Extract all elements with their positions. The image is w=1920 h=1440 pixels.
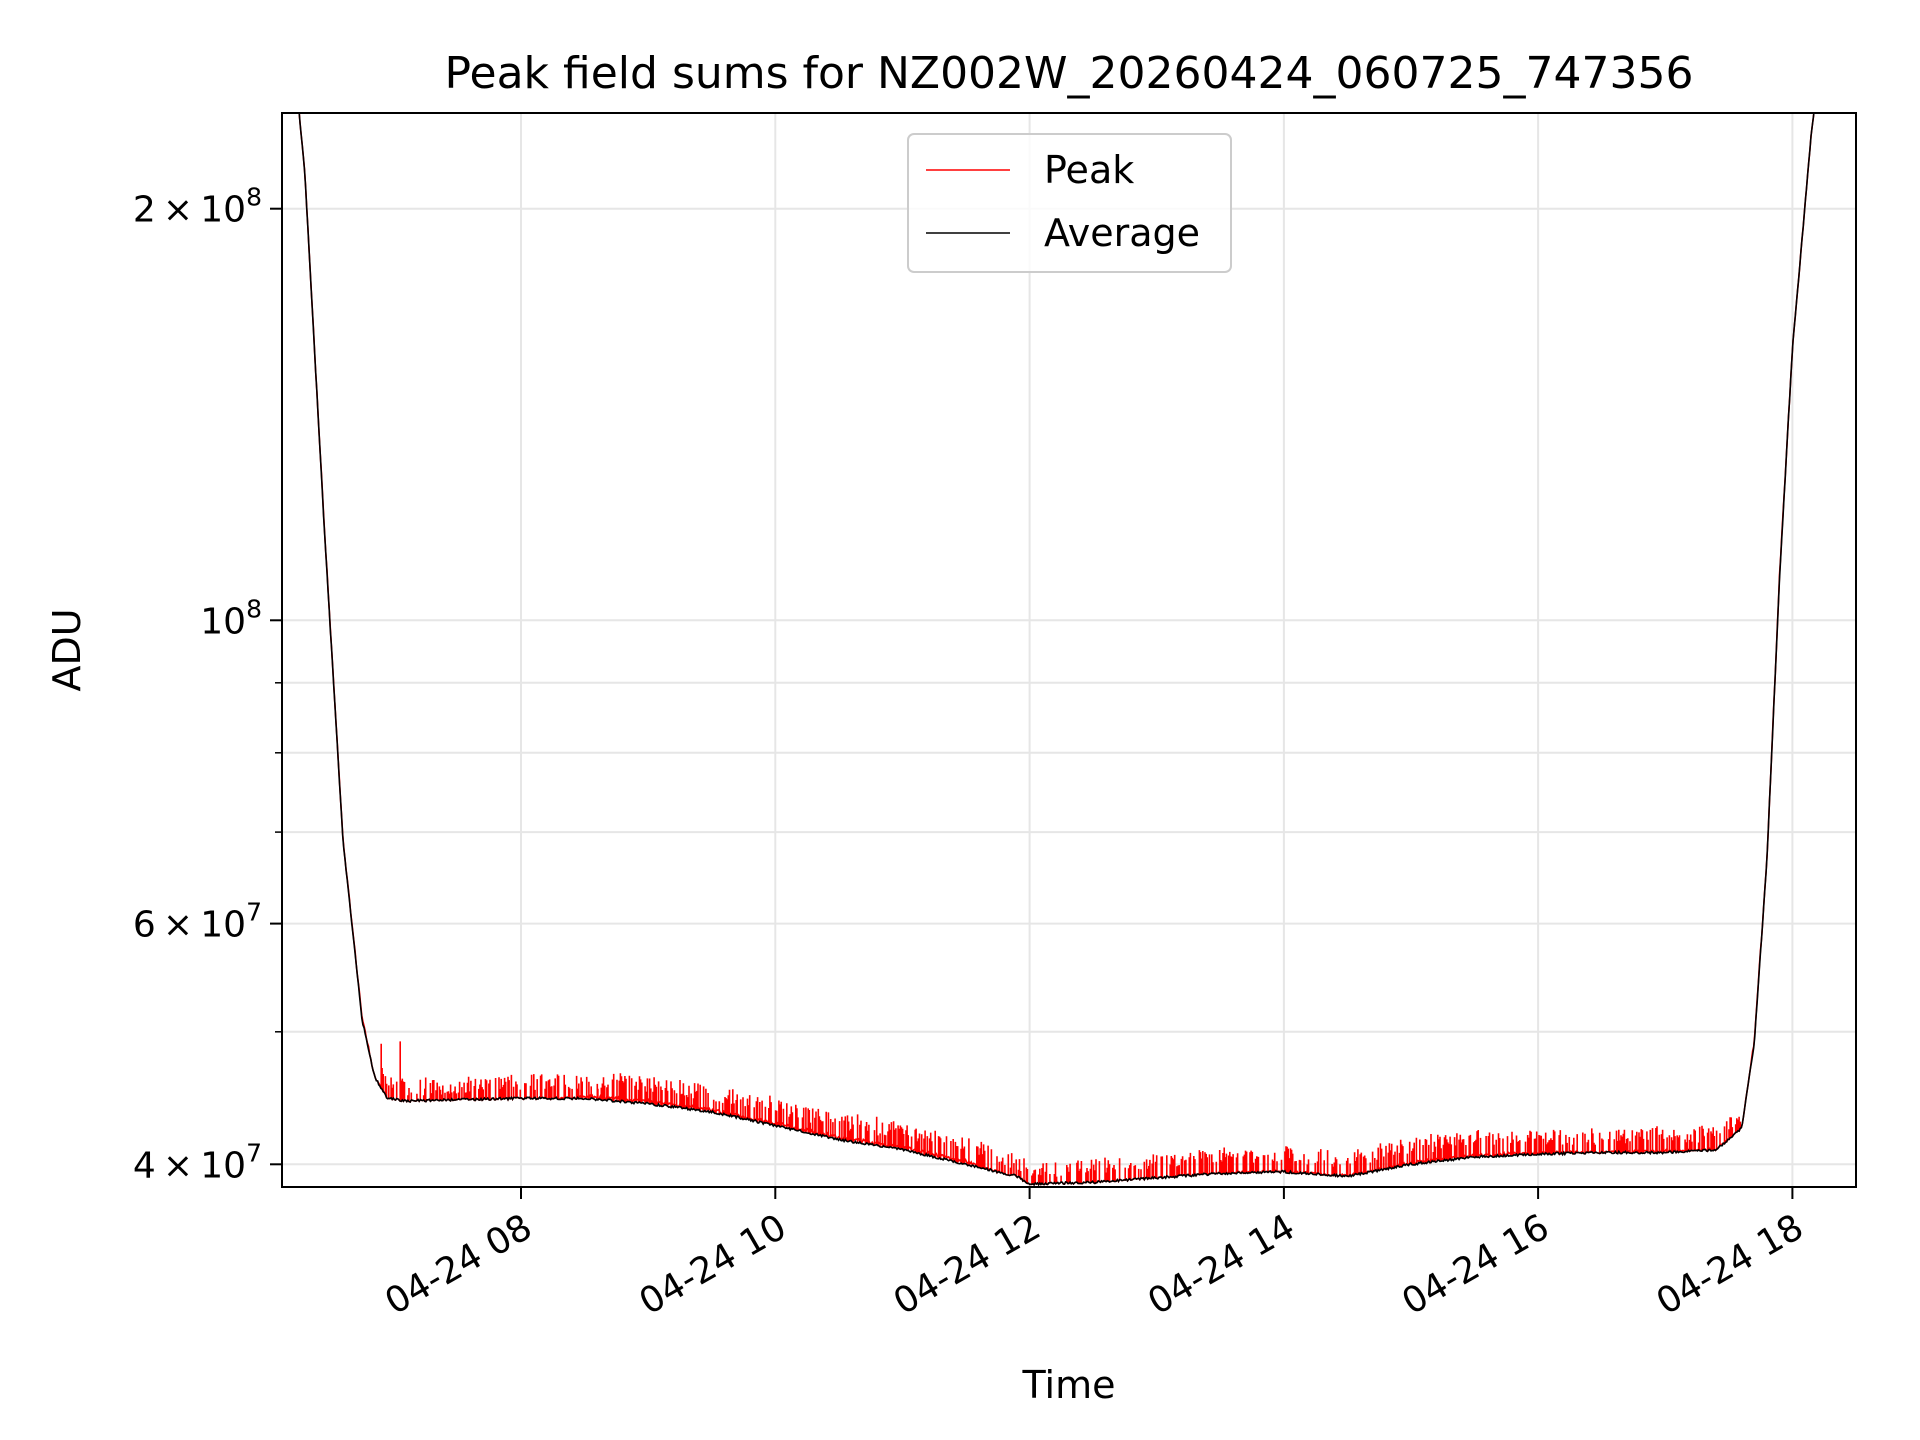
legend[interactable]: Peak Average <box>907 133 1232 273</box>
y-tick-exponent: 7 <box>246 898 262 927</box>
legend-label-average: Average <box>1044 211 1200 255</box>
chart-title: Peak field sums for NZ002W_20260424_0607… <box>445 48 1694 99</box>
plot-frame <box>281 112 1857 1188</box>
y-tick-exponent: 8 <box>246 594 262 623</box>
y-axis: 4 × 107 6 × 107 108 2 × 108 <box>133 183 282 1186</box>
y-tick-label: 4 × 107 <box>133 1138 262 1186</box>
legend-label-peak: Peak <box>1044 148 1134 192</box>
y-tick-label: 6 × 107 <box>133 898 262 946</box>
average-line <box>298 113 1815 1187</box>
y-tick-exponent: 7 <box>246 1138 262 1167</box>
y-tick-label: 108 <box>200 594 262 642</box>
y-tick-label: 2 × 108 <box>133 183 262 231</box>
series-layer <box>298 113 1815 1187</box>
x-axis-label: Time <box>1022 1363 1116 1407</box>
legend-box <box>907 133 1232 273</box>
peak-spikes <box>380 1041 1741 1185</box>
y-axis-label: ADU <box>45 608 89 691</box>
y-tick-exponent: 8 <box>246 183 262 212</box>
